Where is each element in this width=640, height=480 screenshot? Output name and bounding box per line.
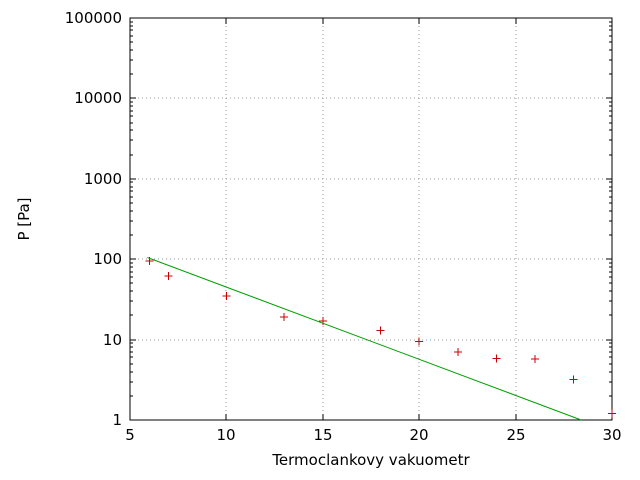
x-tick-label: 15	[313, 426, 332, 444]
x-tick-label: 20	[409, 426, 428, 444]
y-tick-label: 10	[103, 331, 122, 349]
y-tick-label: 10000	[74, 89, 122, 107]
x-axis-title: Termoclankovy vakuometr	[272, 451, 470, 469]
x-tick-label: 10	[216, 426, 235, 444]
y-tick-label: 1000	[84, 170, 122, 188]
y-tick-label: 100000	[65, 9, 122, 27]
y-tick-label: 1	[112, 411, 122, 429]
x-tick-label: 30	[602, 426, 621, 444]
y-axis-title: P [Pa]	[15, 197, 33, 241]
measured-points	[145, 257, 616, 418]
x-tick-label: 5	[125, 426, 135, 444]
y-tick-label: 100	[93, 250, 122, 268]
exponential-fit-line	[147, 257, 582, 421]
x-tick-label: 25	[506, 426, 525, 444]
